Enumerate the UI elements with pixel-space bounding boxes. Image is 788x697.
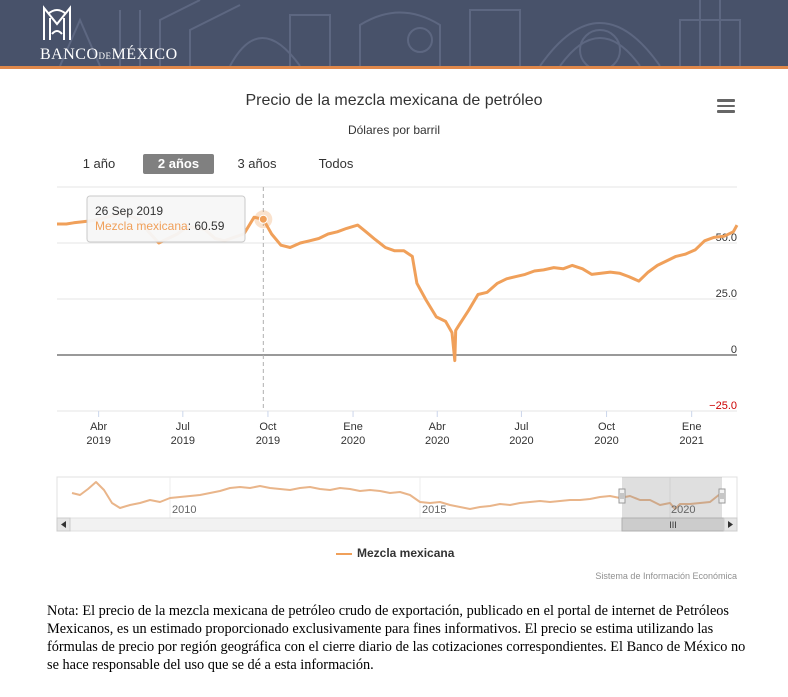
scroll-right-arrow-icon — [728, 521, 733, 528]
y-tick-label: 0 — [731, 344, 737, 356]
x-axis-ticks: Abr 2019 Jul 2019 Oct 2019 Ene 2020 Abr 2020 Jul 20… — [86, 411, 704, 447]
hamburger-menu-icon[interactable] — [717, 99, 735, 113]
x-tick-label-year: 2020 — [594, 435, 618, 447]
chart-subtitle: Dólares por barril — [347, 123, 441, 137]
navigator-label-2015: 2015 — [422, 504, 446, 516]
logo-text-small: DE — [98, 51, 112, 61]
x-tick-label-year: 2020 — [509, 435, 533, 447]
legend-swatch — [336, 552, 352, 555]
logo-text-right: MÉXICO — [111, 46, 178, 63]
scroll-left-arrow-icon — [61, 521, 66, 528]
range-button-1-year[interactable]: 1 año — [82, 156, 116, 171]
tooltip-series-name: Mezcla mexicana — [95, 219, 188, 233]
navigator-label-2020: 2020 — [671, 504, 695, 516]
header-banner: BANCODEMÉXICO — [0, 0, 788, 66]
x-tick-label-year: 2020 — [425, 435, 449, 447]
navigator-left-handle[interactable] — [618, 488, 626, 504]
x-tick-label-month: Abr — [90, 421, 107, 433]
x-tick-label-month: Abr — [429, 421, 446, 433]
x-tick-label-month: Oct — [598, 421, 615, 433]
range-button-2-years[interactable]: 2 años — [143, 154, 214, 174]
x-tick-label-month: Oct — [259, 421, 276, 433]
y-axis-tick-labels: 50.0 25.0 0 −25.0 — [709, 232, 737, 412]
scroll-thumb-grip: III — [669, 520, 677, 530]
banxico-wordmark: BANCODEMÉXICO — [40, 46, 178, 64]
x-tick-label-month: Ene — [343, 421, 363, 433]
legend-item-mezcla-mexicana[interactable]: Mezcla mexicana — [336, 546, 454, 560]
banner-accent-line — [0, 66, 788, 69]
tooltip-value: 60.59 — [194, 219, 224, 233]
y-tick-label: 50.0 — [716, 232, 737, 244]
y-tick-label: −25.0 — [709, 400, 737, 412]
x-tick-label-year: 2019 — [171, 435, 195, 447]
navigator-scrollbar[interactable]: III — [56, 517, 738, 532]
x-tick-label-month: Ene — [682, 421, 702, 433]
banxico-emblem-icon — [43, 5, 71, 40]
range-button-all[interactable]: Todos — [318, 156, 354, 171]
tooltip: 26 Sep 2019 Mezcla mexicana: 60.59 — [86, 195, 246, 243]
logo-text-left: BANCO — [40, 46, 99, 63]
x-tick-label-month: Jul — [514, 421, 528, 433]
banner-decoration — [59, 0, 741, 66]
x-tick-label-year: 2020 — [341, 435, 365, 447]
navigator-series-line — [71, 481, 721, 510]
hover-point — [258, 214, 268, 224]
chart-credit[interactable]: Sistema de Información Económica — [595, 571, 737, 581]
svg-text:Mezcla mexicana: 60.59: Mezcla mexicana: 60.59 — [95, 219, 225, 233]
navigator-selected-range[interactable] — [622, 477, 722, 518]
x-tick-label-year: 2021 — [679, 435, 703, 447]
tooltip-date: 26 Sep 2019 — [95, 204, 163, 218]
y-tick-label: 25.0 — [716, 288, 737, 300]
navigator[interactable]: 2010 2015 2020 — [56, 476, 738, 519]
legend-label: Mezcla mexicana — [357, 546, 455, 560]
navigator-label-2010: 2010 — [172, 504, 196, 516]
grid-lines — [57, 186, 737, 412]
x-tick-label-year: 2019 — [256, 435, 280, 447]
chart-title: Precio de la mezcla mexicana de petróleo — [245, 92, 543, 109]
navigator-right-handle[interactable] — [718, 488, 726, 504]
x-tick-label-month: Jul — [176, 421, 190, 433]
range-button-3-years[interactable]: 3 años — [237, 156, 277, 171]
price-chart[interactable]: 50.0 25.0 0 −25.0 Abr 2019 Jul 2019 Oct 2019 Ene 2… — [0, 0, 788, 540]
disclaimer-note: Nota: El precio de la mezcla mexicana de… — [47, 603, 746, 673]
x-tick-label-year: 2019 — [86, 435, 110, 447]
